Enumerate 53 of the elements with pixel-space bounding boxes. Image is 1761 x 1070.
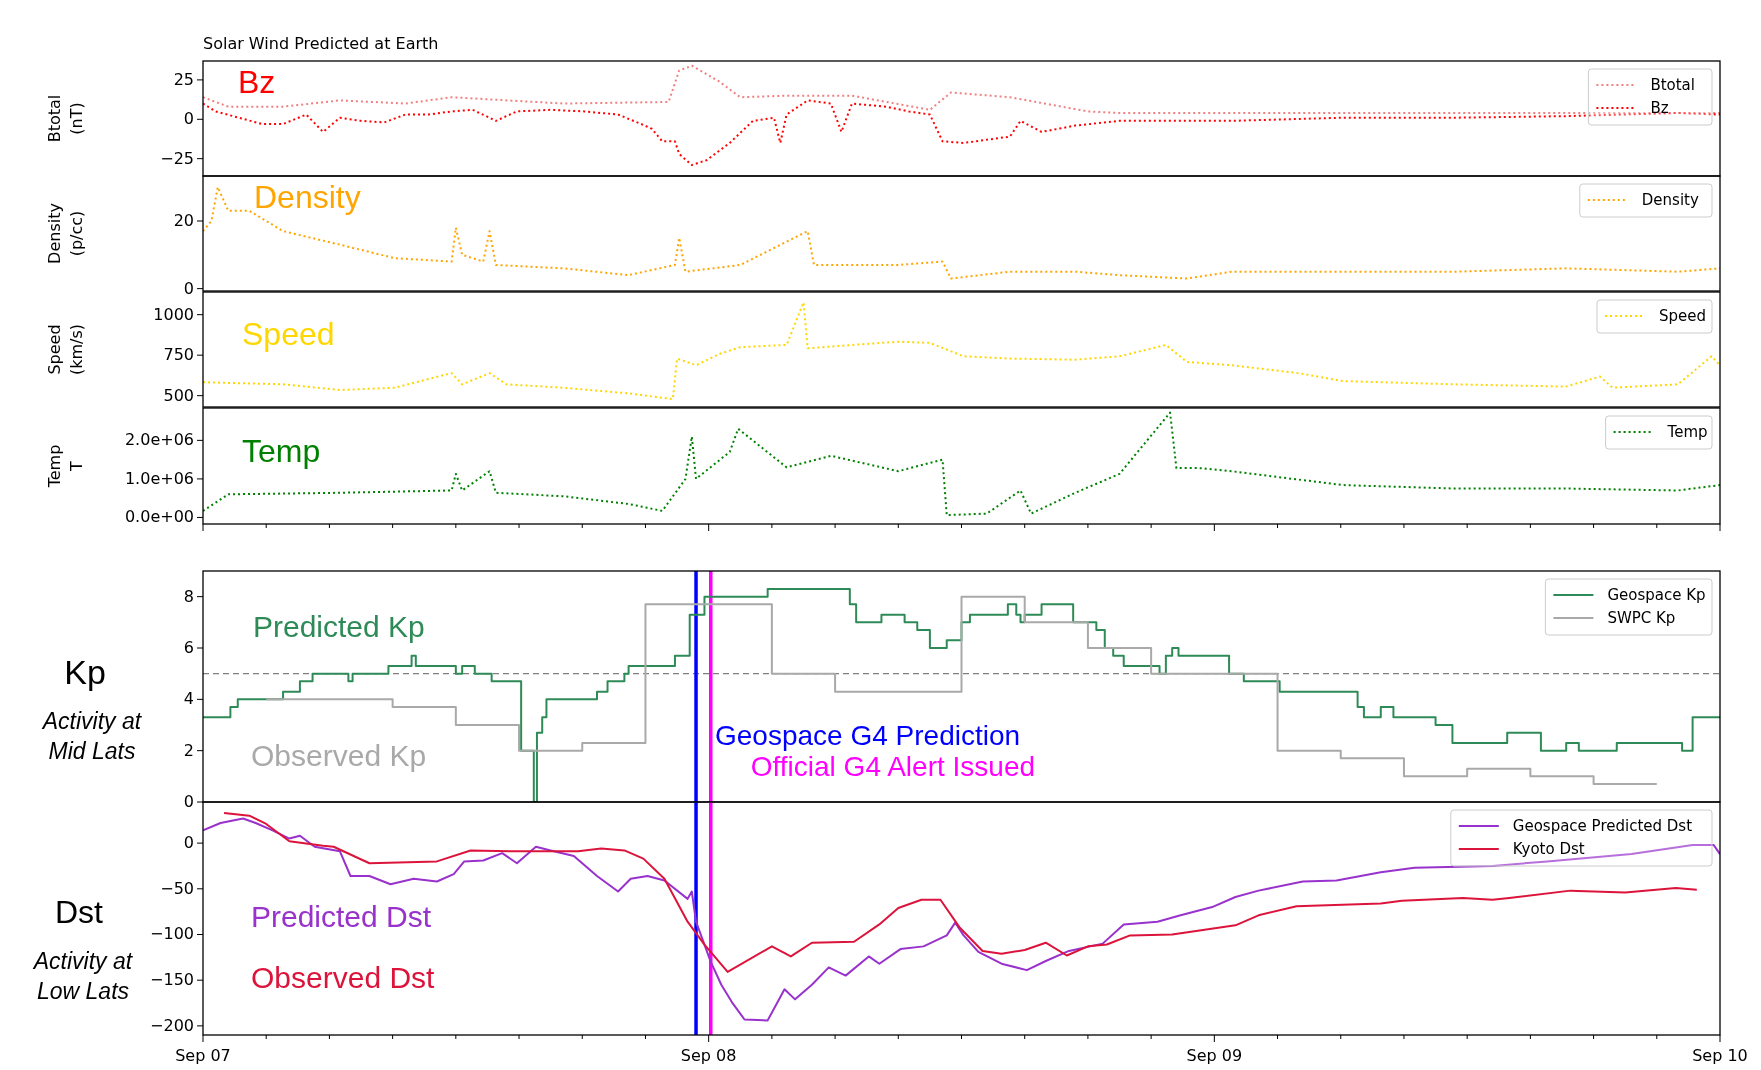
ref-line-label: Official G4 Alert Issued <box>750 751 1036 782</box>
legend-label: Btotal <box>1650 76 1695 94</box>
y-tick-label: −25 <box>160 148 194 168</box>
y-tick-label: 0 <box>183 278 194 298</box>
ref-line-label: Geospace G4 Prediction <box>715 720 1021 751</box>
chart-title: Solar Wind Predicted at Earth <box>203 34 439 53</box>
y-tick-label: 4 <box>183 689 194 709</box>
y-tick-label: 1.0e+06 <box>124 468 194 488</box>
annotation: Speed <box>242 316 335 352</box>
annotation: Observed Kp <box>251 739 427 772</box>
y-tick-label: 750 <box>163 345 194 365</box>
text: Dst <box>55 894 104 930</box>
y-axis-title: Temp T <box>45 444 86 489</box>
legend-label: Density <box>1641 191 1699 209</box>
legend-label: Geospace Kp <box>1607 586 1706 604</box>
annotation: Temp <box>242 433 321 469</box>
legend-label: Kyoto Dst <box>1512 840 1585 858</box>
annotation: Density <box>254 179 361 215</box>
x-tick-label: Sep 10 <box>1692 1046 1748 1065</box>
y-tick-label: −150 <box>150 970 194 990</box>
annotation: Predicted Kp <box>253 610 425 643</box>
y-axis-title: Density (p/cc) <box>45 203 86 264</box>
y-tick-label: 0 <box>183 109 194 129</box>
y-tick-label: 2 <box>183 740 194 760</box>
legend-label: SWPC Kp <box>1607 609 1676 627</box>
y-axis-title: Btotal (nT) <box>45 94 86 143</box>
x-tick-label: Sep 07 <box>175 1046 231 1065</box>
y-tick-label: −200 <box>150 1015 194 1035</box>
legend-label: Temp <box>1666 423 1708 441</box>
y-tick-label: 1000 <box>153 304 194 324</box>
x-tick-label: Sep 09 <box>1186 1046 1243 1065</box>
y-tick-label: 20 <box>173 210 194 230</box>
annotation: Bz <box>238 64 276 100</box>
y-tick-label: 6 <box>183 638 194 657</box>
y-axis-title: Speed (km/s) <box>45 323 86 376</box>
legend-label: Bz <box>1650 99 1669 117</box>
text: Activity at Low Lats <box>31 948 134 1004</box>
legend-label: Speed <box>1659 307 1707 325</box>
y-tick-label: 2.0e+06 <box>124 430 194 450</box>
x-tick-label: Sep 08 <box>680 1046 737 1065</box>
y-tick-label: 8 <box>183 586 194 606</box>
text: Kp <box>64 653 106 691</box>
y-tick-label: 0 <box>183 792 194 811</box>
y-tick-label: 500 <box>163 385 194 405</box>
y-tick-label: 0 <box>183 833 194 853</box>
y-tick-label: 0.0e+00 <box>124 507 194 527</box>
legend-label: Geospace Predicted Dst <box>1512 817 1693 835</box>
y-tick-label: 25 <box>173 69 194 89</box>
y-tick-label: −100 <box>150 924 194 944</box>
text: Activity at Mid Lats <box>40 708 143 764</box>
annotation: Predicted Dst <box>251 900 432 933</box>
y-tick-label: −50 <box>160 878 194 898</box>
annotation: Observed Dst <box>251 961 436 994</box>
